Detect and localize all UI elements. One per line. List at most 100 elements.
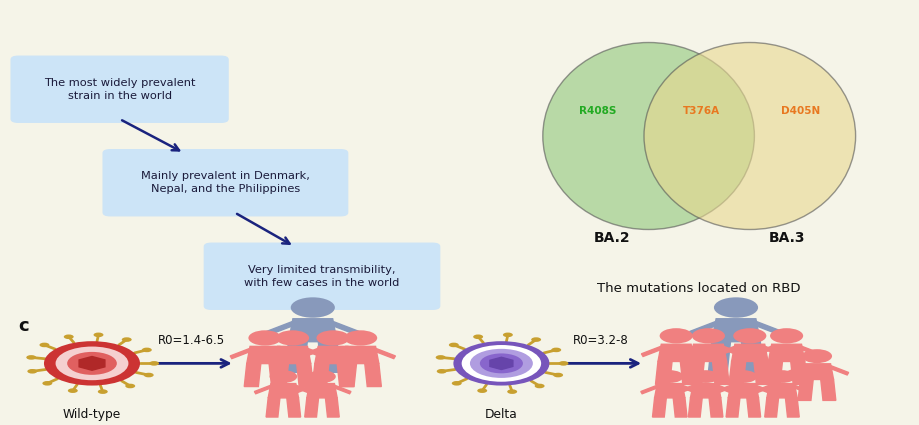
- Circle shape: [436, 355, 445, 360]
- Polygon shape: [746, 398, 760, 417]
- Circle shape: [659, 328, 692, 343]
- Polygon shape: [820, 380, 834, 400]
- Circle shape: [691, 328, 724, 343]
- Text: D405N: D405N: [780, 105, 819, 116]
- Circle shape: [477, 388, 487, 393]
- Circle shape: [67, 352, 117, 375]
- Polygon shape: [766, 384, 797, 398]
- Polygon shape: [333, 385, 351, 394]
- Circle shape: [40, 343, 50, 347]
- Polygon shape: [244, 364, 261, 387]
- Text: BA.2: BA.2: [593, 231, 630, 245]
- Polygon shape: [716, 385, 734, 394]
- Circle shape: [558, 361, 568, 366]
- Polygon shape: [304, 398, 318, 417]
- Circle shape: [55, 346, 129, 380]
- Circle shape: [472, 334, 482, 339]
- Text: R408S: R408S: [579, 105, 616, 116]
- Circle shape: [530, 337, 540, 342]
- Circle shape: [461, 345, 540, 382]
- Polygon shape: [641, 346, 663, 357]
- Polygon shape: [785, 366, 804, 375]
- Circle shape: [732, 328, 766, 343]
- Ellipse shape: [643, 42, 855, 230]
- Polygon shape: [267, 321, 295, 335]
- Circle shape: [480, 354, 522, 373]
- Polygon shape: [287, 398, 301, 417]
- Polygon shape: [346, 348, 368, 359]
- Polygon shape: [708, 342, 730, 372]
- Polygon shape: [340, 364, 357, 387]
- Ellipse shape: [542, 42, 754, 230]
- Polygon shape: [293, 385, 311, 394]
- Polygon shape: [689, 321, 718, 335]
- Polygon shape: [687, 398, 701, 417]
- Polygon shape: [652, 398, 665, 417]
- Circle shape: [63, 334, 74, 339]
- FancyBboxPatch shape: [103, 150, 347, 216]
- Circle shape: [149, 361, 159, 366]
- Polygon shape: [294, 385, 312, 394]
- Polygon shape: [274, 346, 311, 364]
- Circle shape: [769, 328, 802, 343]
- Polygon shape: [792, 385, 811, 394]
- Circle shape: [691, 370, 719, 383]
- Circle shape: [534, 384, 544, 388]
- Text: The most widely prevalent
strain in the world: The most widely prevalent strain in the …: [44, 78, 195, 101]
- Polygon shape: [720, 346, 743, 357]
- Polygon shape: [490, 357, 512, 369]
- Polygon shape: [799, 346, 821, 357]
- Circle shape: [142, 348, 152, 352]
- Polygon shape: [764, 398, 777, 417]
- Polygon shape: [711, 361, 729, 385]
- Polygon shape: [688, 346, 710, 357]
- Circle shape: [448, 343, 459, 347]
- Circle shape: [344, 330, 377, 346]
- Circle shape: [552, 373, 562, 377]
- Circle shape: [143, 373, 153, 377]
- Polygon shape: [673, 346, 695, 357]
- Polygon shape: [365, 364, 381, 387]
- Text: Wild-type: Wild-type: [62, 408, 121, 421]
- Polygon shape: [278, 348, 300, 359]
- Polygon shape: [255, 385, 272, 394]
- Polygon shape: [342, 346, 379, 364]
- Polygon shape: [312, 364, 329, 387]
- Polygon shape: [689, 384, 720, 398]
- Polygon shape: [673, 398, 686, 417]
- FancyBboxPatch shape: [204, 243, 439, 309]
- Circle shape: [28, 369, 38, 374]
- Circle shape: [729, 370, 756, 383]
- Circle shape: [316, 330, 349, 346]
- Polygon shape: [714, 346, 736, 357]
- Circle shape: [42, 381, 52, 385]
- Polygon shape: [680, 385, 698, 394]
- Polygon shape: [325, 398, 339, 417]
- Polygon shape: [753, 321, 781, 335]
- Circle shape: [451, 381, 461, 385]
- Circle shape: [713, 298, 757, 318]
- Polygon shape: [298, 348, 320, 359]
- Polygon shape: [762, 346, 784, 357]
- Polygon shape: [731, 344, 767, 361]
- Polygon shape: [754, 361, 770, 385]
- Polygon shape: [790, 361, 807, 385]
- Polygon shape: [729, 361, 745, 385]
- Polygon shape: [257, 348, 279, 359]
- FancyBboxPatch shape: [11, 56, 228, 122]
- Polygon shape: [714, 385, 732, 394]
- Circle shape: [453, 341, 549, 385]
- Circle shape: [125, 384, 135, 388]
- Polygon shape: [79, 357, 105, 370]
- Polygon shape: [285, 342, 307, 372]
- Polygon shape: [754, 385, 772, 394]
- Polygon shape: [725, 398, 739, 417]
- Polygon shape: [798, 380, 812, 400]
- Circle shape: [68, 388, 78, 393]
- Polygon shape: [246, 346, 283, 364]
- Circle shape: [276, 330, 309, 346]
- Circle shape: [550, 348, 561, 352]
- Polygon shape: [751, 346, 773, 357]
- Text: The mutations located on RBD: The mutations located on RBD: [596, 283, 800, 295]
- Polygon shape: [655, 361, 672, 385]
